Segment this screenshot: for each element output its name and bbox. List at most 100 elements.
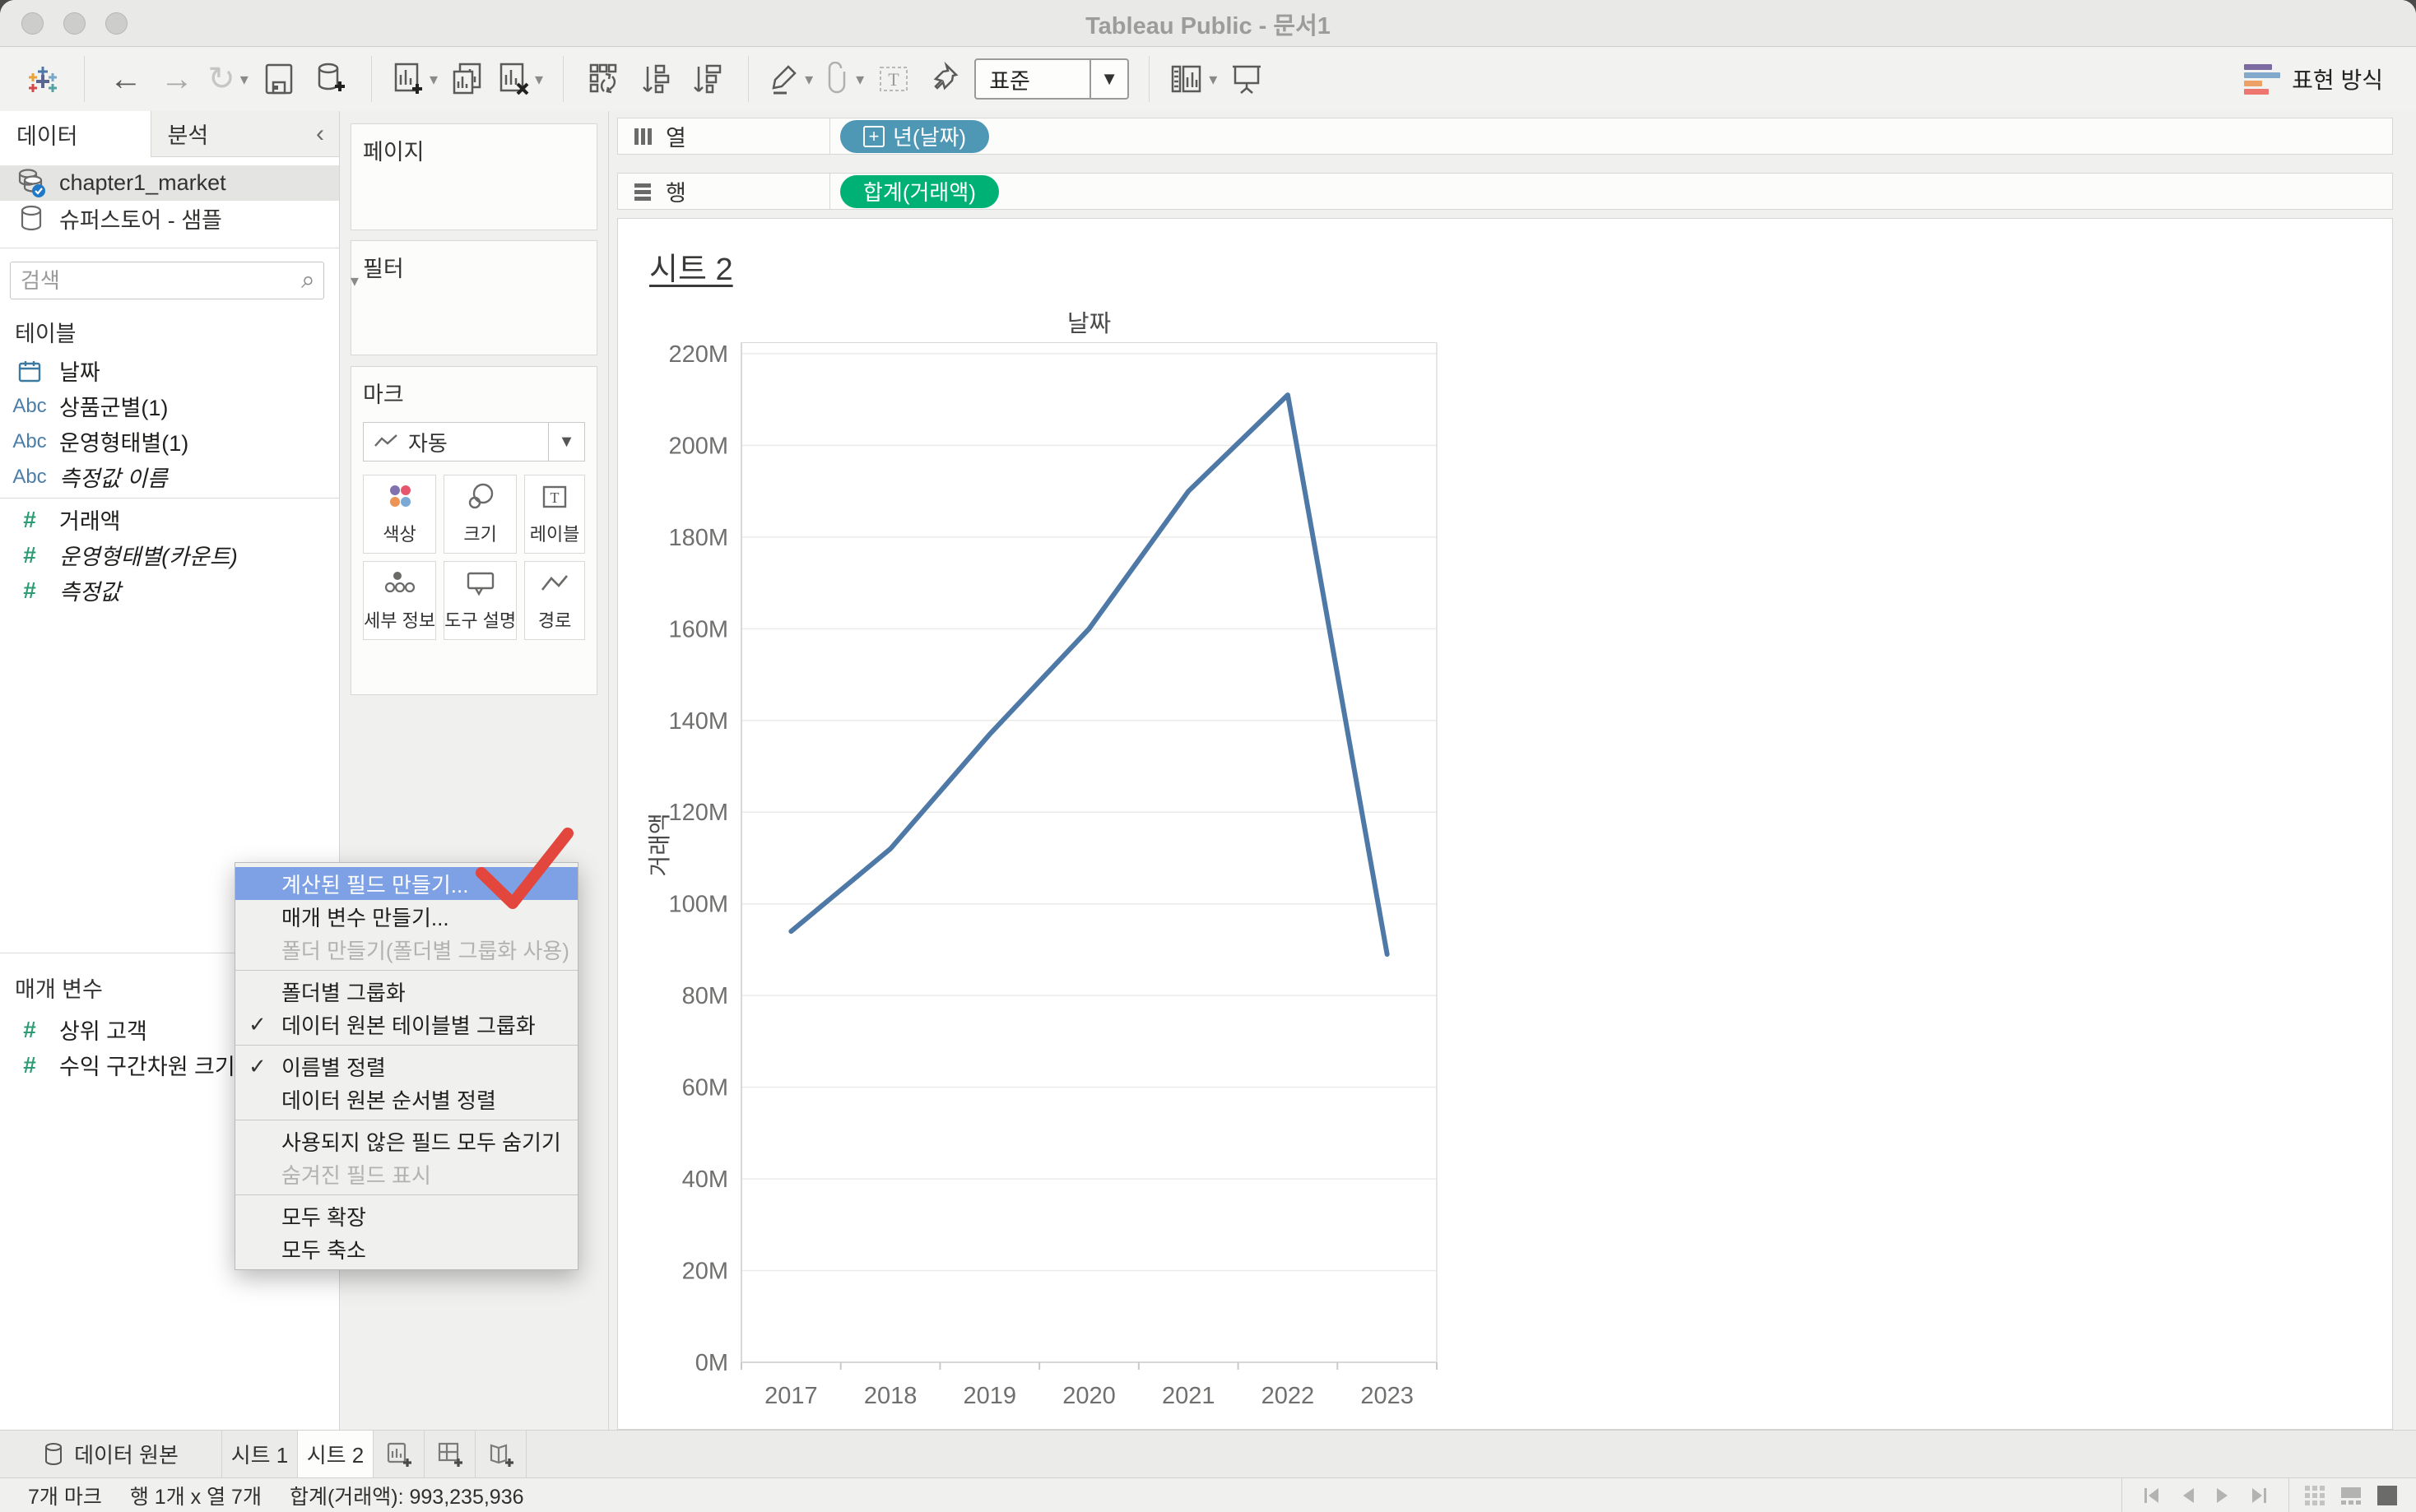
tableau-logo-icon[interactable] bbox=[21, 56, 64, 102]
presentation-mode-button[interactable] bbox=[1225, 56, 1268, 102]
new-datasource-button[interactable] bbox=[309, 56, 351, 102]
new-story-icon bbox=[490, 1443, 513, 1467]
swap-rows-columns-button[interactable] bbox=[583, 56, 626, 102]
size-label: 크기 bbox=[463, 524, 497, 545]
save-button[interactable] bbox=[258, 56, 300, 102]
view-mode-caret-icon[interactable]: ▼ bbox=[1090, 60, 1127, 98]
parameter-item[interactable]: # 수익 구간차원 크기 bbox=[0, 1047, 339, 1083]
tab-sheet-1[interactable]: 시트 1 bbox=[222, 1431, 298, 1477]
replay-caret-icon: ▾ bbox=[239, 70, 249, 89]
fix-axes-pin-button[interactable] bbox=[923, 56, 966, 102]
rows-shelf[interactable]: 행 합계(거래액) bbox=[617, 173, 2393, 210]
color-button[interactable]: 색상 bbox=[363, 475, 437, 554]
columns-pill-year-date[interactable]: + 년(날짜) bbox=[840, 119, 990, 153]
replay-button[interactable]: ↻ ▾ bbox=[207, 61, 249, 97]
tab-data[interactable]: 데이터 bbox=[0, 111, 151, 157]
view-options-caret-icon[interactable]: ▾ bbox=[350, 271, 359, 290]
sheet-title[interactable]: 시트 2 bbox=[649, 253, 733, 287]
size-button[interactable]: 크기 bbox=[444, 475, 518, 554]
view-mode-select[interactable]: 표준 ▼ bbox=[974, 58, 1130, 100]
label-button[interactable]: T 레이블 bbox=[524, 475, 585, 554]
menu-item-group-by-folder[interactable]: 폴더별 그룹화 bbox=[281, 980, 406, 1005]
parameter-item[interactable]: # 상위 고객 bbox=[0, 1012, 339, 1047]
field-measure[interactable]: # 운영형태별(카운트) bbox=[0, 537, 339, 573]
field-dimension[interactable]: Abc 운영형태별(1) bbox=[0, 424, 339, 459]
tooltip-button[interactable]: 도구 설명 bbox=[444, 561, 518, 640]
menu-item-create-parameter[interactable]: 매개 변수 만들기... bbox=[281, 905, 449, 930]
single-view-button[interactable] bbox=[2377, 1485, 2398, 1506]
tooltip-icon bbox=[467, 572, 494, 596]
search-input[interactable] bbox=[11, 267, 301, 294]
sort-descending-button[interactable] bbox=[685, 56, 728, 102]
close-window-button[interactable] bbox=[21, 12, 44, 35]
sort-ascending-button[interactable] bbox=[634, 56, 677, 102]
menu-item-group-by-table[interactable]: ✓ 데이터 원본 테이블별 그룹화 bbox=[249, 1011, 536, 1038]
field-measure[interactable]: # 거래액 bbox=[0, 502, 339, 537]
field-dimension[interactable]: Abc 상품군별(1) bbox=[0, 388, 339, 424]
new-worksheet-button[interactable]: ▾ bbox=[392, 56, 438, 102]
tables-header: 테이블 bbox=[15, 322, 77, 346]
line-chart[interactable]: 0M 20M 40M 60M 80M 100M 120M 140M 160M 180M 200M 22… bbox=[618, 342, 1466, 1436]
filmstrip-view-button[interactable] bbox=[2304, 1485, 2325, 1506]
new-worksheet-tab-button[interactable] bbox=[374, 1431, 425, 1477]
undo-button[interactable]: ← bbox=[109, 61, 142, 97]
number-icon: # bbox=[23, 541, 36, 568]
svg-text:20M: 20M bbox=[682, 1259, 728, 1285]
menu-item-sort-by-name[interactable]: ✓ 이름별 정렬 bbox=[249, 1053, 386, 1080]
filters-shelf[interactable]: 필터 bbox=[351, 240, 597, 355]
text-label-button[interactable]: T bbox=[872, 56, 915, 102]
tab-sheet-2[interactable]: 시트 2 bbox=[298, 1431, 374, 1477]
search-box[interactable]: ⌕ bbox=[10, 262, 324, 299]
svg-text:40M: 40M bbox=[682, 1166, 728, 1193]
clear-sheet-button[interactable]: ▾ bbox=[497, 56, 543, 102]
new-dashboard-tab-button[interactable] bbox=[425, 1431, 476, 1477]
menu-item-sort-by-datasource-order[interactable]: 데이터 원본 순서별 정렬 bbox=[281, 1088, 496, 1113]
redo-button[interactable]: → bbox=[160, 61, 193, 97]
previous-page-button[interactable] bbox=[2180, 1486, 2196, 1505]
zoom-window-button[interactable] bbox=[105, 12, 128, 35]
page-navigation bbox=[2121, 1478, 2289, 1512]
svg-text:2017: 2017 bbox=[764, 1383, 818, 1409]
detail-button[interactable]: 세부 정보 bbox=[363, 561, 437, 640]
rows-icon bbox=[634, 183, 651, 201]
rows-pill-sum-sales[interactable]: 합계(거래액) bbox=[840, 174, 999, 208]
minimize-window-button[interactable] bbox=[63, 12, 86, 35]
fit-selector-button[interactable]: ▾ bbox=[1169, 56, 1217, 102]
collapse-pane-button[interactable]: ‹ bbox=[301, 111, 339, 157]
columns-shelf[interactable]: 열 + 년(날짜) bbox=[617, 118, 2393, 155]
expand-plus-icon[interactable]: + bbox=[863, 125, 885, 147]
rows-shelf-header: 행 bbox=[618, 174, 830, 209]
clear-sheet-caret-icon: ▾ bbox=[535, 70, 544, 89]
abc-icon: Abc bbox=[12, 465, 47, 488]
color-icon bbox=[389, 485, 411, 507]
mark-type-value: 자동 bbox=[408, 430, 448, 456]
new-story-tab-button[interactable] bbox=[476, 1431, 527, 1477]
first-page-button[interactable] bbox=[2142, 1486, 2162, 1505]
pages-shelf[interactable]: 페이지 bbox=[351, 123, 597, 230]
field-label: 상품군별(1) bbox=[59, 396, 169, 420]
field-label: 날짜 bbox=[59, 360, 100, 385]
last-page-button[interactable] bbox=[2249, 1486, 2269, 1505]
group-members-button[interactable]: ▾ bbox=[821, 56, 864, 102]
highlight-button[interactable]: ▾ bbox=[769, 56, 813, 102]
tab-analytics[interactable]: 분석 bbox=[150, 111, 301, 157]
show-me-button[interactable]: 표현 방식 bbox=[2232, 56, 2395, 102]
parameter-label: 상위 고객 bbox=[59, 1019, 147, 1044]
window-controls bbox=[21, 12, 128, 35]
menu-item-expand-all[interactable]: 모두 확장 bbox=[281, 1204, 366, 1230]
menu-item-collapse-all[interactable]: 모두 축소 bbox=[281, 1237, 366, 1263]
tab-data-source[interactable]: 데이터 원본 bbox=[0, 1431, 222, 1477]
slideshow-view-button[interactable] bbox=[2340, 1485, 2362, 1506]
datasource-item[interactable]: 슈퍼스토어 - 샘플 bbox=[0, 201, 339, 236]
field-measure-names[interactable]: Abc 측정값 이름 bbox=[0, 459, 339, 494]
datasource-item-selected[interactable]: chapter1_market bbox=[0, 165, 339, 201]
next-page-button[interactable] bbox=[2214, 1486, 2231, 1505]
field-measure-values[interactable]: # 측정값 bbox=[0, 573, 339, 608]
field-label: 거래액 bbox=[59, 509, 121, 534]
mark-type-caret-icon[interactable]: ▼ bbox=[548, 423, 584, 461]
mark-type-dropdown[interactable]: 자동 ▼ bbox=[363, 422, 585, 461]
field-date[interactable]: 날짜 bbox=[0, 353, 339, 388]
duplicate-sheet-button[interactable] bbox=[446, 56, 489, 102]
menu-item-hide-unused-fields[interactable]: 사용되지 않은 필드 모두 숨기기 bbox=[281, 1129, 561, 1155]
path-button[interactable]: 경로 bbox=[524, 561, 585, 640]
